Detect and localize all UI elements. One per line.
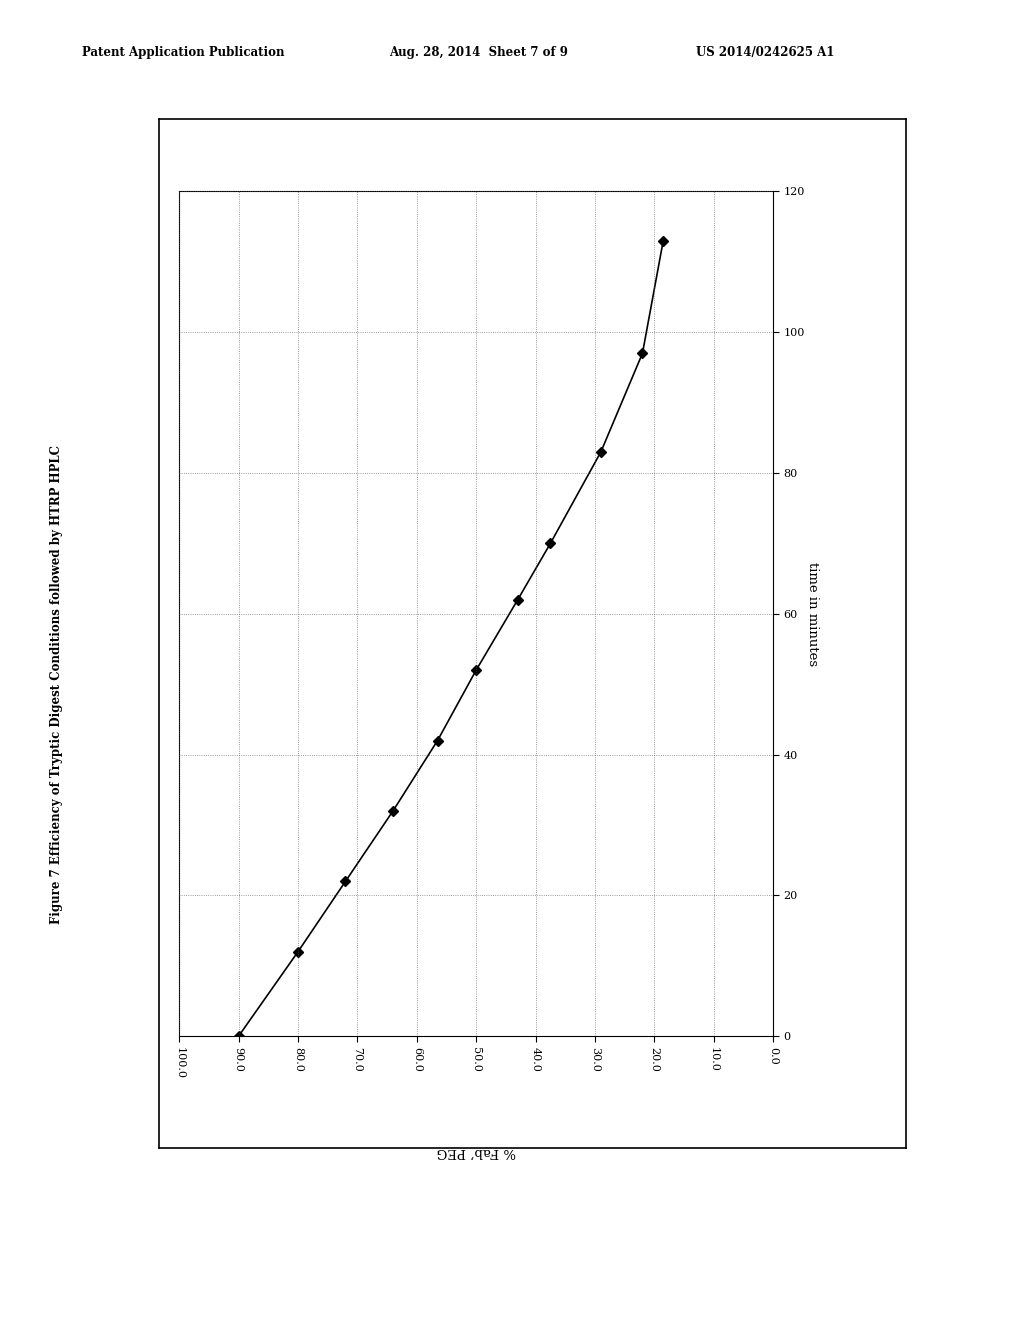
Text: Figure 7 Efficiency of Tryptic Digest Conditions followed by HTRP HPLC: Figure 7 Efficiency of Tryptic Digest Co… xyxy=(50,445,62,924)
Text: US 2014/0242625 A1: US 2014/0242625 A1 xyxy=(696,46,835,59)
Y-axis label: time in minutes: time in minutes xyxy=(806,562,819,665)
Text: Aug. 28, 2014  Sheet 7 of 9: Aug. 28, 2014 Sheet 7 of 9 xyxy=(389,46,568,59)
Text: Patent Application Publication: Patent Application Publication xyxy=(82,46,285,59)
X-axis label: % Fab’ PEG: % Fab’ PEG xyxy=(436,1146,516,1158)
